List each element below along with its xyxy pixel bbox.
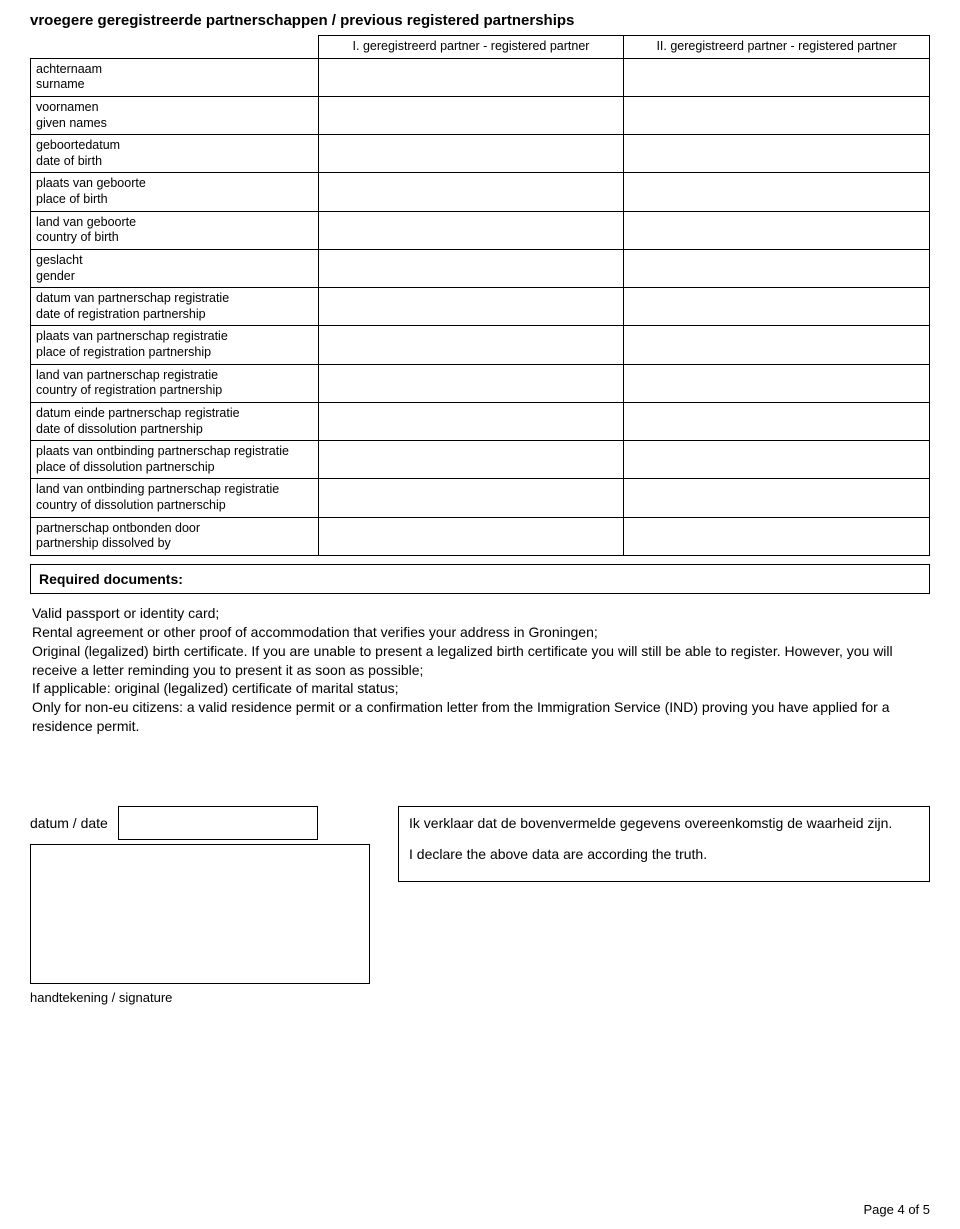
row-label: achternaamsurname xyxy=(31,58,319,96)
date-label: datum / date xyxy=(30,815,108,831)
row-label: land van geboortecountry of birth xyxy=(31,211,319,249)
declaration-en: I declare the above data are according t… xyxy=(409,844,919,865)
section-title: vroegere geregistreerde partnerschappen … xyxy=(30,12,930,29)
signature-box[interactable] xyxy=(30,844,370,984)
row-input-p1[interactable] xyxy=(318,96,624,134)
date-input-box[interactable] xyxy=(118,806,318,840)
row-input-p2[interactable] xyxy=(624,402,930,440)
row-label: plaats van geboorteplace of birth xyxy=(31,173,319,211)
row-input-p2[interactable] xyxy=(624,211,930,249)
required-heading: Required documents: xyxy=(30,564,930,594)
row-input-p2[interactable] xyxy=(624,326,930,364)
signature-label: handtekening / signature xyxy=(30,990,370,1005)
row-input-p1[interactable] xyxy=(318,249,624,287)
row-input-p2[interactable] xyxy=(624,249,930,287)
row-input-p1[interactable] xyxy=(318,288,624,326)
row-input-p1[interactable] xyxy=(318,517,624,555)
row-label: plaats van ontbinding partnerschap regis… xyxy=(31,441,319,479)
row-input-p1[interactable] xyxy=(318,402,624,440)
row-input-p2[interactable] xyxy=(624,364,930,402)
row-label: partnerschap ontbonden doorpartnership d… xyxy=(31,517,319,555)
corner-blank xyxy=(31,36,319,59)
row-label: voornamengiven names xyxy=(31,96,319,134)
row-input-p1[interactable] xyxy=(318,58,624,96)
row-label: datum van partnerschap registratiedate o… xyxy=(31,288,319,326)
declaration-box: Ik verklaar dat de bovenvermelde gegeven… xyxy=(398,806,930,882)
row-input-p1[interactable] xyxy=(318,364,624,402)
page-number: Page 4 of 5 xyxy=(864,1202,931,1217)
row-label: land van partnerschap registratiecountry… xyxy=(31,364,319,402)
row-label: geslachtgender xyxy=(31,249,319,287)
row-input-p2[interactable] xyxy=(624,479,930,517)
row-input-p2[interactable] xyxy=(624,96,930,134)
row-input-p2[interactable] xyxy=(624,135,930,173)
row-input-p2[interactable] xyxy=(624,288,930,326)
row-input-p2[interactable] xyxy=(624,441,930,479)
row-input-p2[interactable] xyxy=(624,173,930,211)
row-input-p1[interactable] xyxy=(318,326,624,364)
row-label: plaats van partnerschap registratieplace… xyxy=(31,326,319,364)
row-input-p2[interactable] xyxy=(624,517,930,555)
row-label: datum einde partnerschap registratiedate… xyxy=(31,402,319,440)
col-header-partner1: I. geregistreerd partner - registered pa… xyxy=(318,36,624,59)
col-header-partner2: II. geregistreerd partner - registered p… xyxy=(624,36,930,59)
row-input-p1[interactable] xyxy=(318,173,624,211)
row-label: geboortedatumdate of birth xyxy=(31,135,319,173)
partnerships-table: I. geregistreerd partner - registered pa… xyxy=(30,35,930,556)
declaration-nl: Ik verklaar dat de bovenvermelde gegeven… xyxy=(409,813,919,834)
row-input-p1[interactable] xyxy=(318,441,624,479)
row-input-p2[interactable] xyxy=(624,58,930,96)
row-input-p1[interactable] xyxy=(318,211,624,249)
row-label: land van ontbinding partnerschap registr… xyxy=(31,479,319,517)
row-input-p1[interactable] xyxy=(318,135,624,173)
required-body: Valid passport or identity card;Rental a… xyxy=(30,604,930,736)
row-input-p1[interactable] xyxy=(318,479,624,517)
